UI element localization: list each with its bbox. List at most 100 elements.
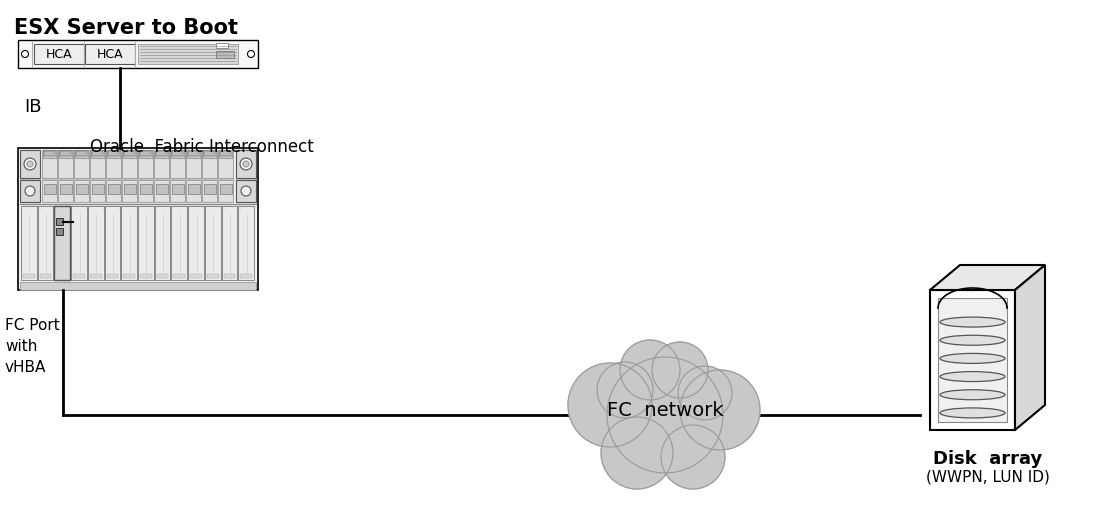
- Bar: [44, 150, 56, 158]
- Bar: [40, 274, 51, 278]
- Bar: [106, 274, 118, 278]
- Circle shape: [240, 158, 252, 170]
- Bar: [171, 150, 184, 158]
- Bar: [930, 290, 1014, 430]
- Bar: [124, 184, 136, 194]
- Bar: [23, 274, 35, 278]
- Bar: [172, 151, 183, 156]
- Bar: [138, 44, 238, 64]
- Bar: [140, 184, 152, 194]
- Bar: [44, 151, 55, 156]
- Circle shape: [27, 161, 33, 167]
- Bar: [186, 150, 201, 178]
- Circle shape: [680, 370, 760, 450]
- Bar: [105, 206, 121, 280]
- Bar: [202, 180, 217, 202]
- Text: FC  network: FC network: [607, 400, 723, 420]
- Circle shape: [21, 51, 29, 57]
- Bar: [222, 206, 238, 280]
- Bar: [939, 298, 1007, 422]
- Bar: [76, 151, 87, 156]
- Bar: [170, 180, 185, 202]
- Bar: [18, 40, 258, 68]
- Circle shape: [25, 186, 35, 196]
- Bar: [187, 150, 200, 158]
- Bar: [155, 206, 171, 280]
- Bar: [138, 150, 153, 178]
- Bar: [55, 206, 70, 280]
- Text: HCA: HCA: [46, 48, 73, 61]
- Bar: [155, 150, 169, 158]
- Bar: [223, 274, 235, 278]
- Bar: [186, 180, 201, 202]
- Bar: [57, 218, 64, 225]
- Ellipse shape: [940, 317, 1006, 327]
- Bar: [218, 150, 233, 178]
- Bar: [108, 151, 119, 156]
- Polygon shape: [1014, 265, 1045, 430]
- Text: IB: IB: [25, 98, 41, 116]
- Circle shape: [679, 366, 732, 420]
- Text: (WWPN, LUN ID): (WWPN, LUN ID): [925, 470, 1049, 485]
- Bar: [108, 184, 121, 194]
- Bar: [90, 180, 105, 202]
- Bar: [20, 180, 40, 202]
- Bar: [59, 150, 73, 158]
- Bar: [190, 274, 202, 278]
- Circle shape: [607, 357, 723, 473]
- Circle shape: [602, 417, 673, 489]
- Text: ESX Server to Boot: ESX Server to Boot: [15, 18, 238, 38]
- Bar: [122, 206, 137, 280]
- Bar: [20, 150, 40, 178]
- Circle shape: [248, 51, 254, 57]
- Bar: [156, 184, 169, 194]
- Bar: [90, 274, 102, 278]
- Bar: [21, 206, 37, 280]
- Bar: [138, 180, 153, 202]
- Bar: [204, 184, 217, 194]
- Bar: [123, 274, 135, 278]
- Bar: [173, 274, 185, 278]
- Ellipse shape: [940, 335, 1006, 345]
- Bar: [138, 206, 154, 280]
- Circle shape: [243, 161, 249, 167]
- Bar: [154, 180, 169, 202]
- Bar: [33, 44, 84, 64]
- Bar: [44, 184, 56, 194]
- Polygon shape: [930, 265, 1045, 290]
- Bar: [85, 44, 135, 64]
- Bar: [57, 274, 68, 278]
- Bar: [74, 274, 85, 278]
- Bar: [38, 206, 54, 280]
- Text: HCA: HCA: [97, 48, 123, 61]
- Bar: [156, 151, 167, 156]
- Bar: [154, 150, 169, 178]
- Bar: [58, 150, 73, 178]
- Bar: [220, 184, 232, 194]
- Bar: [106, 150, 121, 178]
- Bar: [76, 184, 88, 194]
- Bar: [92, 184, 104, 194]
- Bar: [239, 206, 254, 280]
- Bar: [42, 180, 57, 202]
- Bar: [219, 150, 232, 158]
- Bar: [74, 180, 89, 202]
- Bar: [205, 206, 221, 280]
- Bar: [74, 150, 89, 178]
- Bar: [217, 43, 228, 48]
- Bar: [189, 206, 204, 280]
- Circle shape: [25, 158, 36, 170]
- Circle shape: [661, 425, 725, 489]
- Bar: [170, 150, 185, 178]
- Bar: [240, 274, 252, 278]
- Circle shape: [568, 363, 652, 447]
- Text: FC Port
with
vHBA: FC Port with vHBA: [4, 318, 60, 375]
- Bar: [123, 150, 136, 158]
- Bar: [60, 151, 71, 156]
- Bar: [140, 151, 151, 156]
- Bar: [42, 150, 57, 178]
- Bar: [106, 180, 121, 202]
- Bar: [187, 151, 199, 156]
- Bar: [57, 228, 64, 235]
- Text: Oracle  Fabric Interconnect: Oracle Fabric Interconnect: [90, 138, 314, 156]
